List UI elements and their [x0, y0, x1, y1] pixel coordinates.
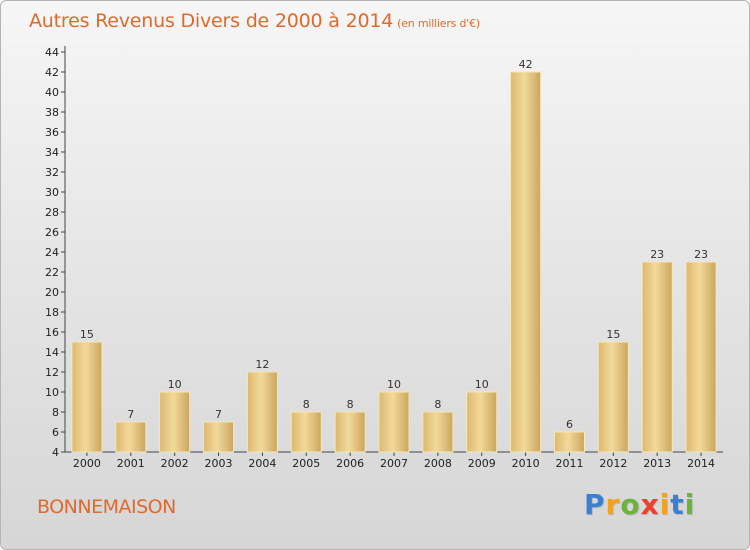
y-tick-label: 28 [45, 206, 59, 219]
x-tick-label: 2000 [73, 457, 101, 470]
x-tick-label: 2010 [512, 457, 540, 470]
chart-title-text: Autres Revenus Divers de 2000 à 2014 [29, 10, 394, 32]
logo-letter: x [640, 488, 660, 521]
x-tick-label: 2011 [555, 457, 583, 470]
y-tick-label: 4 [52, 446, 59, 459]
bar [510, 71, 542, 453]
logo-letter: P [584, 488, 606, 521]
x-tick-label: 2001 [117, 457, 145, 470]
logo-letter: t [670, 488, 685, 521]
data-label: 10 [387, 378, 401, 391]
chart-title: Autres Revenus Divers de 2000 à 2014 (en … [29, 10, 480, 32]
data-label: 12 [255, 358, 269, 371]
y-tick-label: 18 [45, 306, 59, 319]
data-label: 8 [434, 398, 441, 411]
y-tick-label: 20 [45, 286, 59, 299]
y-tick-label: 42 [45, 66, 59, 79]
y-tick-label: 38 [45, 106, 59, 119]
y-tick-label: 26 [45, 226, 59, 239]
data-label: 42 [519, 58, 533, 71]
y-tick-label: 40 [45, 86, 59, 99]
y-tick-label: 6 [52, 426, 59, 439]
x-tick-label: 2014 [687, 457, 715, 470]
data-label: 7 [215, 408, 222, 421]
data-label: 23 [694, 248, 708, 261]
bar [466, 391, 498, 453]
proxiti-logo: Proxiti [584, 488, 695, 521]
bar [203, 421, 235, 453]
x-tick-label: 2007 [380, 457, 408, 470]
logo-letter: o [620, 488, 641, 521]
bar [334, 411, 366, 453]
x-tick-label: 2005 [292, 457, 320, 470]
y-tick-label: 34 [45, 146, 59, 159]
x-tick-label: 2004 [248, 457, 276, 470]
y-tick-label: 10 [45, 386, 59, 399]
y-tick-label: 24 [45, 246, 59, 259]
x-tick-label: 2002 [161, 457, 189, 470]
logo-letter: i [659, 488, 671, 521]
x-tick-label: 2012 [599, 457, 627, 470]
bar [685, 261, 717, 453]
y-tick-label: 36 [45, 126, 59, 139]
bar [597, 341, 629, 453]
data-label: 10 [475, 378, 489, 391]
bar [553, 431, 585, 453]
y-tick-label: 32 [45, 166, 59, 179]
y-tick-label: 22 [45, 266, 59, 279]
y-tick-label: 12 [45, 366, 59, 379]
data-label: 6 [566, 418, 573, 431]
bar [641, 261, 673, 453]
y-tick-label: 16 [45, 326, 59, 339]
location-name: BONNEMAISON [37, 496, 176, 518]
x-tick-label: 2013 [643, 457, 671, 470]
bar [159, 391, 191, 453]
y-tick-label: 30 [45, 186, 59, 199]
data-label: 23 [650, 248, 664, 261]
logo-letter: r [605, 488, 621, 521]
data-label: 10 [168, 378, 182, 391]
x-tick-label: 2008 [424, 457, 452, 470]
data-label: 7 [127, 408, 134, 421]
y-tick-label: 14 [45, 346, 59, 359]
bar [246, 371, 278, 453]
x-tick-label: 2006 [336, 457, 364, 470]
bar [115, 421, 147, 453]
data-label: 8 [303, 398, 310, 411]
bar [422, 411, 454, 453]
data-label: 15 [606, 328, 620, 341]
y-tick-label: 8 [52, 406, 59, 419]
bar [378, 391, 410, 453]
chart-unit: (en milliers d'€) [397, 17, 481, 30]
data-label: 15 [80, 328, 94, 341]
bar [71, 341, 103, 453]
bar [290, 411, 322, 453]
y-tick-label: 44 [45, 46, 59, 59]
data-label: 8 [347, 398, 354, 411]
bars: 15 7 10 7 12 8 8 10 8 10 42 6 15 23 23 [71, 58, 717, 453]
x-tick-label: 2009 [468, 457, 496, 470]
x-tick-label: 2003 [205, 457, 233, 470]
logo-letter: i [684, 488, 696, 521]
